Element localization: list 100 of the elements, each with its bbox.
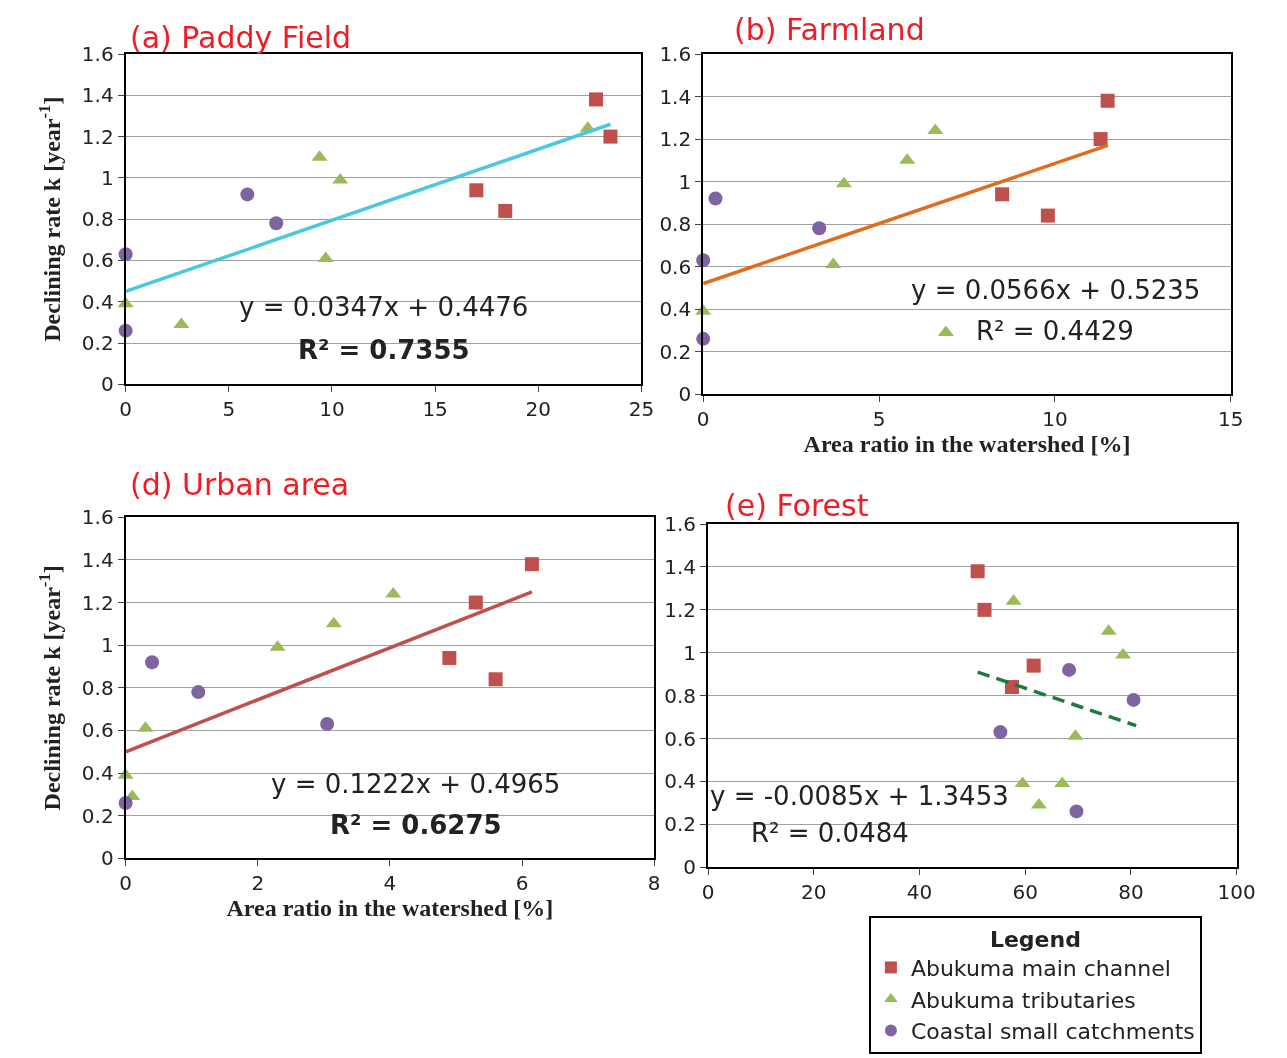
y-tick-label: 1.2 bbox=[81, 590, 114, 615]
y-tick-label: 1 bbox=[100, 633, 114, 658]
y-tick-label: 0.4 bbox=[81, 289, 114, 314]
annotation: R² = 0.4429 bbox=[976, 316, 1134, 346]
annotation: y = 0.0566x + 0.5235 bbox=[911, 275, 1201, 305]
x-tick-label: 40 bbox=[906, 880, 933, 905]
y-tick-label: 0 bbox=[683, 855, 697, 880]
point bbox=[589, 92, 604, 107]
y-tick-label: 0.6 bbox=[81, 718, 114, 743]
point bbox=[442, 650, 457, 665]
y-tick-label: 1.6 bbox=[659, 42, 692, 67]
point bbox=[1026, 658, 1041, 673]
y-tick-label: 1 bbox=[100, 165, 114, 190]
annotation: R² = 0.7355 bbox=[298, 335, 470, 365]
x-tick-label: 0 bbox=[119, 871, 132, 896]
y-tick-label: 0 bbox=[100, 846, 114, 871]
point bbox=[240, 187, 255, 202]
y-tick-label: 1.2 bbox=[81, 124, 114, 149]
y-tick-label: 0.4 bbox=[664, 769, 697, 794]
point bbox=[1126, 692, 1141, 707]
point bbox=[320, 717, 335, 732]
point bbox=[325, 616, 342, 628]
chart-title: (b) Farmland bbox=[734, 12, 925, 47]
x-tick-label: 2 bbox=[251, 871, 265, 896]
x-tick-label: 10 bbox=[319, 397, 345, 422]
x-tick-label: 20 bbox=[525, 397, 551, 422]
point bbox=[970, 564, 985, 579]
point bbox=[708, 191, 723, 206]
annotation: R² = 0.0484 bbox=[751, 818, 909, 848]
y-tick-label: 0.2 bbox=[659, 339, 692, 364]
x-tick-label: 6 bbox=[515, 871, 529, 896]
y-tick-label: 1 bbox=[683, 640, 697, 665]
y-tick-label: 1.6 bbox=[664, 512, 697, 537]
y-tick-label: 0.6 bbox=[659, 254, 692, 279]
point bbox=[1100, 93, 1115, 108]
point bbox=[524, 557, 539, 572]
y-tick-label: 0.8 bbox=[659, 212, 692, 237]
annotation: R² = 0.6275 bbox=[330, 810, 502, 840]
y-tick-label: 0 bbox=[100, 372, 114, 397]
legend-label: Coastal small catchments bbox=[910, 1019, 1195, 1045]
y-tick-label: 1.2 bbox=[664, 597, 697, 622]
y-tick-label: 1.6 bbox=[81, 505, 114, 530]
point bbox=[269, 216, 284, 231]
annotation: y = 0.1222x + 0.4965 bbox=[271, 769, 561, 799]
y-tick-label: 1.4 bbox=[664, 554, 697, 579]
legend-title: Legend bbox=[989, 926, 1081, 952]
y-tick-label: 0.2 bbox=[664, 812, 697, 837]
x-tick-label: 100 bbox=[1217, 880, 1256, 905]
point bbox=[1054, 776, 1071, 788]
point bbox=[812, 221, 827, 236]
annotation: y = 0.0347x + 0.4476 bbox=[239, 292, 529, 322]
point bbox=[927, 123, 944, 135]
legend-label: Abukuma main channel bbox=[910, 956, 1171, 981]
x-tick-label: 4 bbox=[383, 871, 397, 896]
x-tick-label: 60 bbox=[1012, 880, 1038, 905]
point bbox=[145, 655, 160, 670]
y-tick-label: 1.4 bbox=[659, 84, 692, 109]
y-tick-label: 0.6 bbox=[664, 726, 697, 751]
point bbox=[977, 602, 992, 617]
point bbox=[1014, 776, 1031, 788]
y-tick-label: 0.4 bbox=[81, 761, 114, 786]
y-tick-label: 1.4 bbox=[81, 547, 114, 572]
y-tick-label: 0.8 bbox=[81, 207, 114, 232]
x-tick-label: 5 bbox=[222, 397, 236, 422]
x-tick-label: 8 bbox=[647, 871, 661, 896]
point bbox=[498, 203, 513, 218]
y-tick-label: 0.2 bbox=[81, 331, 114, 356]
y-tick-label: 0.2 bbox=[81, 803, 114, 828]
x-tick-label: 15 bbox=[422, 397, 448, 422]
y-tick-label: 0.8 bbox=[81, 675, 114, 700]
y-tick-label: 0.8 bbox=[664, 683, 697, 708]
point bbox=[468, 595, 483, 610]
x-tick-label: 20 bbox=[801, 880, 827, 905]
y-tick-label: 1.2 bbox=[659, 127, 692, 152]
x-tick-label: 80 bbox=[1118, 880, 1144, 905]
annotation: y = -0.0085x + 1.3453 bbox=[710, 781, 1009, 811]
point bbox=[995, 187, 1010, 202]
x-tick-label: 5 bbox=[872, 407, 886, 432]
point bbox=[332, 172, 349, 184]
point bbox=[1062, 662, 1077, 677]
y-tick-label: 0.6 bbox=[81, 248, 114, 273]
y-tick-label: 1 bbox=[678, 169, 692, 194]
point bbox=[469, 183, 484, 198]
point bbox=[1069, 804, 1084, 819]
chart-title: (e) Forest bbox=[725, 488, 869, 523]
point bbox=[603, 129, 618, 144]
point bbox=[993, 725, 1008, 740]
x-tick-label: 15 bbox=[1218, 407, 1244, 432]
chart-title: (d) Urban area bbox=[130, 467, 350, 502]
x-tick-label: 25 bbox=[628, 397, 655, 422]
point bbox=[1093, 132, 1108, 147]
x-tick-label: 0 bbox=[119, 397, 132, 422]
y-tick-label: 1.4 bbox=[81, 83, 114, 108]
y-tick-label: 0.4 bbox=[659, 297, 692, 322]
point bbox=[1040, 208, 1055, 223]
point bbox=[835, 176, 852, 188]
y-tick-label: 1.6 bbox=[81, 42, 114, 67]
point bbox=[488, 672, 503, 687]
x-tick-label: 10 bbox=[1042, 407, 1068, 432]
chart-title: (a) Paddy Field bbox=[130, 20, 352, 55]
